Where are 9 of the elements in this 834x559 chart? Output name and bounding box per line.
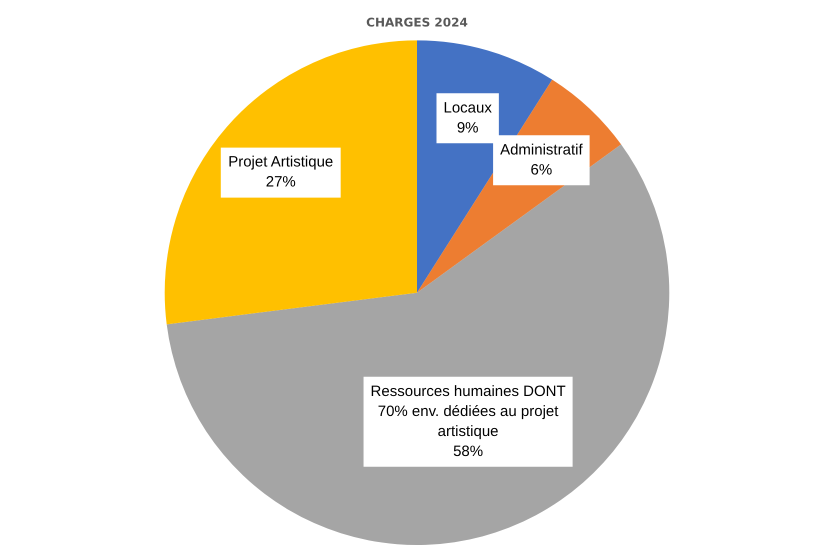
- slice-label: Administratif: [500, 141, 584, 158]
- data-label: 58%: [453, 442, 484, 460]
- slice-label: Projet Artistique: [228, 154, 334, 171]
- slice-label: Locaux: [443, 99, 492, 116]
- data-label: 9%: [456, 119, 479, 136]
- data-label: 6%: [530, 161, 552, 178]
- chart-title: CHARGES 2024: [366, 15, 468, 30]
- slice-label: Ressources humaines DONT 70% env. dédiées au projet artistique: [370, 382, 566, 440]
- data-label: 27%: [266, 174, 296, 191]
